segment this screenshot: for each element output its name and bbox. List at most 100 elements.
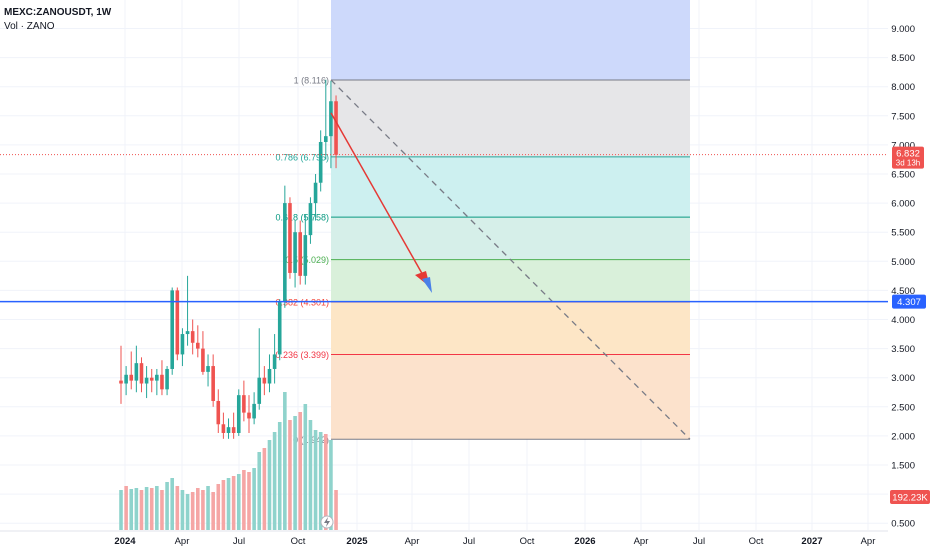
price-tick-label: 5.000 — [891, 257, 915, 268]
volume-bar — [165, 482, 169, 530]
time-tick-label: Jul — [693, 536, 705, 547]
volume-bar — [277, 422, 282, 530]
candle-body — [165, 368, 169, 390]
candle-body — [288, 203, 292, 273]
volume-bar — [119, 490, 123, 530]
volume-bar — [134, 488, 139, 530]
time-tick-label: Apr — [634, 536, 649, 547]
candle-body — [272, 354, 277, 369]
price-tick-label: 2.500 — [891, 402, 915, 413]
time-tick-label: 2025 — [346, 536, 368, 547]
price-axis-bg — [888, 0, 932, 550]
candle — [170, 287, 174, 375]
candle-body — [247, 412, 251, 419]
time-tick-label: Oct — [520, 536, 535, 547]
candle — [272, 334, 277, 384]
price-tick-label: 6.500 — [891, 170, 915, 181]
fib-zone-1 — [331, 79, 690, 157]
candle-body — [160, 374, 164, 390]
candle — [211, 354, 215, 407]
price-tick-label: 8.500 — [891, 53, 915, 64]
volume-bar — [216, 484, 221, 530]
candle — [283, 185, 287, 308]
time-axis[interactable]: 2024 Apr Jul Oct 2025 Apr Jul Oct 2026 Apr Jul Oct 2… — [0, 530, 888, 547]
fib-trend-line — [330, 79, 691, 440]
candle-body — [211, 366, 215, 401]
candle-body — [139, 363, 144, 384]
overlay-lines[interactable] — [0, 112, 888, 529]
price-tick-label: 5.500 — [891, 228, 915, 239]
fib-level-label-0.382: 0.382 (4.301) — [275, 297, 329, 307]
candle — [175, 287, 180, 361]
fib-extension-zone — [331, 0, 690, 80]
candle-body — [252, 403, 256, 419]
price-tick-label: 3.000 — [891, 373, 915, 384]
last-price-label: 6.832 — [896, 149, 920, 160]
volume-bar — [149, 488, 154, 530]
volume-bar — [262, 448, 267, 530]
fib-level-label-0.5: 0.5 (5.029) — [285, 255, 329, 265]
candle — [267, 354, 272, 393]
time-tick-label: Oct — [749, 536, 764, 547]
volume-bar — [144, 487, 149, 530]
candle — [226, 418, 231, 439]
volume-bar — [324, 434, 328, 530]
volume-bar — [272, 432, 277, 530]
candle — [313, 174, 318, 221]
projection-arrow-tail — [422, 277, 432, 294]
candle-body — [242, 395, 246, 413]
candle — [216, 389, 221, 433]
candle-body — [329, 101, 333, 137]
volume-bar — [155, 486, 159, 530]
volume-bar — [303, 404, 308, 530]
fib-level-label-0.236: 0.236 (3.399) — [275, 350, 329, 360]
candle — [247, 395, 251, 433]
volume-bar — [252, 468, 256, 530]
hline-price-badge: 4.307 — [892, 294, 926, 309]
hline-price-label: 4.307 — [897, 297, 921, 308]
lightning-icon-bolt — [324, 517, 330, 527]
candle — [124, 366, 128, 396]
fib-zone-0.382 — [331, 301, 690, 355]
fib-zone-0.618 — [331, 217, 690, 260]
fib-level-label-0.786: 0.786 (6.795) — [275, 152, 329, 162]
candle — [196, 325, 200, 358]
symbol-title: MEXC:ZANOUSDT, 1W — [4, 7, 112, 18]
candle — [252, 392, 256, 425]
candle-body — [262, 377, 267, 384]
volume-value-label: 192.23K — [892, 493, 928, 504]
volume-bar — [180, 490, 185, 530]
candle — [303, 214, 308, 285]
candle — [134, 345, 139, 393]
time-tick-label: Apr — [405, 536, 420, 547]
candle-body — [216, 400, 221, 425]
volume-bar — [267, 440, 272, 530]
price-tick-label: 9.000 — [891, 24, 915, 35]
volume-bar — [247, 472, 251, 530]
candle-body — [257, 377, 262, 404]
volume-bar — [196, 488, 200, 530]
price-axis[interactable]: 0.5001.0001.5002.0002.5003.0003.5004.000… — [888, 0, 932, 550]
volume-bar — [226, 478, 231, 530]
volume-bar — [231, 476, 236, 530]
candle-body — [313, 182, 318, 204]
candle — [277, 299, 282, 361]
time-tick-label: 2024 — [114, 536, 136, 547]
candle-body — [144, 377, 149, 384]
price-tick-label: 0.500 — [891, 519, 915, 530]
time-tick-label: Jul — [233, 536, 245, 547]
volume-badge-bg — [890, 490, 930, 504]
volume-bar — [318, 432, 323, 530]
hline-badge-bg — [892, 294, 926, 309]
candlestick-series[interactable] — [119, 79, 338, 439]
volume-bar — [308, 420, 313, 530]
time-tick-label: 2027 — [801, 536, 822, 547]
candle — [190, 319, 195, 355]
price-tick-label: 1.500 — [891, 461, 915, 472]
volume-bar — [201, 490, 205, 530]
price-tick-label: 7.000 — [891, 140, 915, 151]
fibonacci-retracement[interactable]: 1 (8.116) 0.786 (6.795) 0.618 (5.758) 0.5 (… — [275, 0, 691, 445]
candle — [231, 412, 236, 439]
